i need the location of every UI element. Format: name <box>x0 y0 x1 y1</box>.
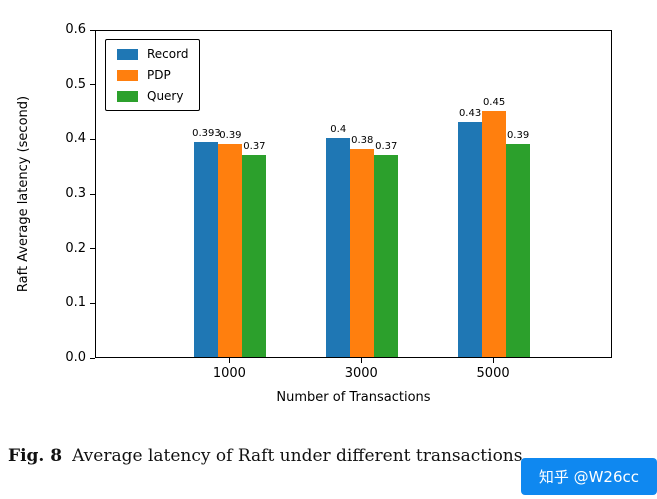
bar-value-label: 0.39 <box>506 129 530 141</box>
y-tick-label: 0.4 <box>65 131 86 147</box>
y-tick-label: 0.3 <box>65 186 86 201</box>
y-tick-mark <box>90 248 95 250</box>
bar-value-label: 0.38 <box>351 135 374 147</box>
y-tick-mark <box>90 302 95 304</box>
y-tick-label: 0.6 <box>65 22 86 37</box>
legend-label: Record <box>147 47 189 61</box>
bar-value-label: 0.45 <box>482 97 506 108</box>
legend-label: PDP <box>147 68 171 82</box>
x-tick-mark <box>492 358 494 363</box>
bar-query <box>242 154 267 357</box>
bar-query <box>374 154 399 357</box>
y-tick-label: 0.5 <box>65 76 86 92</box>
watermark-badge: 知乎 @W26cc <box>520 458 657 495</box>
x-tick-mark <box>228 358 230 363</box>
figure-caption: Fig. 8 Average latency of Raft under diff… <box>8 446 657 466</box>
x-axis-label: Number of Transactions <box>276 390 431 405</box>
bar-value-label: 0.393 <box>192 128 221 140</box>
legend-label: Query <box>147 89 184 103</box>
y-tick-mark <box>90 357 95 359</box>
bar-pdp <box>482 111 507 357</box>
bar-record <box>458 121 483 357</box>
x-tick-label: 1000 <box>212 366 246 381</box>
y-tick-mark <box>90 29 95 31</box>
plot-area: Record PDP Query 0.393 0.4 0.43 0.39 0.38 0.45 0… <box>95 30 612 358</box>
y-tick-label: 0.0 <box>65 350 86 365</box>
figure-number: Fig. 8 <box>8 446 63 466</box>
bar-value-label: 0.43 <box>458 107 482 119</box>
y-tick-mark <box>90 138 95 140</box>
bar-record <box>194 142 219 357</box>
legend-swatch-query <box>117 90 138 102</box>
bar-value-label: 0.37 <box>375 140 398 152</box>
legend-item: PDP <box>117 68 188 82</box>
bar-query <box>506 143 531 357</box>
bar-value-label: 0.4 <box>330 124 347 136</box>
y-axis-label: Raft Average latency (second) <box>16 95 31 293</box>
y-tick-label: 0.1 <box>65 295 86 311</box>
legend: Record PDP Query <box>105 39 201 111</box>
x-tick-label: 5000 <box>476 366 510 381</box>
bar-value-label: 0.39 <box>219 129 242 141</box>
caption-text: Average latency of Raft under different … <box>72 446 528 466</box>
y-tick-label: 0.2 <box>65 240 86 256</box>
legend-item: Record <box>117 47 188 61</box>
legend-swatch-record <box>117 48 138 60</box>
y-tick-mark <box>90 193 95 195</box>
y-tick-mark <box>90 84 95 86</box>
x-tick-mark <box>360 358 362 363</box>
bar-value-label: 0.37 <box>243 140 266 152</box>
x-tick-label: 3000 <box>344 366 378 381</box>
bar-pdp <box>350 149 375 357</box>
bar-pdp <box>218 143 243 357</box>
bar-record <box>326 138 351 357</box>
legend-swatch-pdp <box>117 69 138 81</box>
legend-item: Query <box>117 89 188 103</box>
